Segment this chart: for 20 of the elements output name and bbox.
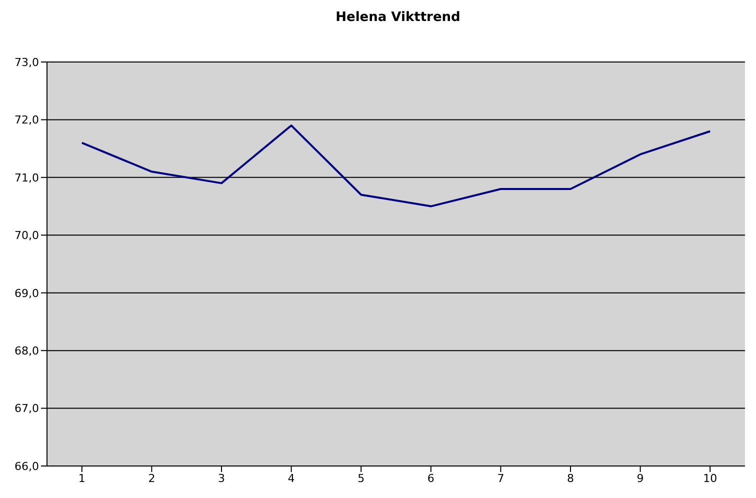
x-tick-label: 8 [567, 472, 574, 485]
y-tick-label: 67,0 [14, 402, 39, 416]
y-tick-label: 72,0 [14, 114, 39, 127]
y-tick-label: 73,0 [14, 56, 39, 69]
x-tick-label: 2 [148, 472, 156, 485]
x-tick-label: 1 [78, 472, 86, 485]
y-tick-label: 70,0 [14, 229, 39, 242]
x-tick-label: 5 [358, 472, 365, 485]
y-tick-label: 66,0 [14, 460, 39, 473]
x-tick-label: 7 [497, 472, 504, 485]
y-tick-label: 69,0 [14, 286, 39, 300]
x-tick-label: 6 [427, 472, 434, 485]
line-series [80, 124, 712, 208]
y-tick-label: 68,0 [14, 344, 39, 358]
chart-title: Helena Vikttrend [334, 10, 462, 25]
y-tick-label: 71,0 [14, 171, 39, 184]
x-tick-label: 9 [636, 472, 644, 485]
x-tick-label: 4 [288, 472, 295, 485]
x-tick-label: 3 [218, 472, 225, 485]
x-tick-label: 10 [703, 472, 718, 485]
